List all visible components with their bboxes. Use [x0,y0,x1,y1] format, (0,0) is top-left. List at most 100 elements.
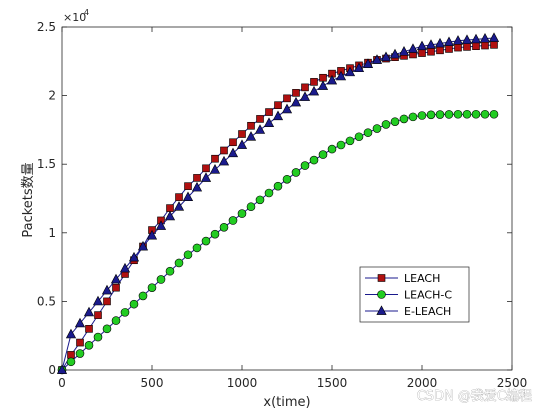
data-point [175,193,183,201]
data-point [362,58,374,68]
data-point [66,357,76,367]
data-point [326,74,338,85]
data-point [345,136,355,146]
legend-marker [377,274,386,282]
data-point [353,62,365,73]
data-point [444,110,454,119]
data-point [211,154,219,163]
data-point [310,78,318,86]
data-point [443,36,455,46]
data-point [138,291,148,301]
data-point [290,96,302,107]
data-point [67,351,75,359]
data-point [156,275,166,284]
y-exponent-label: ×10 [63,11,86,24]
data-point [94,311,102,319]
data-point [436,46,444,55]
data-point [128,251,140,262]
y-exponent-power: 4 [84,8,89,17]
data-point [462,109,472,119]
data-point [425,39,437,49]
data-point [335,70,347,81]
data-point [165,266,175,276]
data-point [407,43,419,53]
data-point [236,139,248,149]
data-point [427,47,435,56]
data-point [472,42,480,51]
data-point [434,37,446,48]
data-point [110,273,122,284]
data-point [488,32,500,42]
y-exponent: ×10 4 [63,8,89,24]
x-tick-label: 1500 [317,376,348,390]
data-point [265,108,273,116]
data-point [300,161,310,170]
legend-item-leach-c: LEACH-C [365,289,452,302]
data-point [398,46,410,56]
legend-marker [376,305,387,315]
data-point [454,43,462,52]
data-point [76,338,84,347]
data-point [93,332,103,342]
data-point [480,109,490,119]
data-point [146,229,158,240]
data-point [471,109,481,119]
x-axis-ticks: 0 500 1000 1500 2000 2500 [58,27,527,390]
data-point [308,85,320,96]
data-point [281,103,293,114]
data-point [210,229,220,239]
y-tick-label: 2.5 [37,20,56,34]
data-point [229,138,237,147]
x-tick-label: 500 [141,376,164,390]
data-point [56,364,68,374]
data-point [84,341,94,350]
series-e-leach [56,32,500,374]
data-point [173,201,185,211]
data-point [380,51,392,62]
data-point [103,297,111,306]
data-point [481,41,489,50]
data-point [461,34,473,44]
data-point [418,49,426,57]
y-tick-label: 1 [48,226,56,240]
data-point [238,130,246,138]
data-point [319,73,327,82]
data-point [65,328,77,339]
data-point [479,33,491,43]
data-point [354,132,364,142]
legend-item-e-leach: E-LEACH [365,305,451,318]
data-point [381,120,391,129]
x-axis-label: x(time) [263,395,310,410]
data-point [453,109,463,119]
data-point [237,209,247,218]
legend-marker [377,290,386,299]
data-point [416,40,428,51]
data-point [92,295,104,306]
data-point [184,182,192,190]
data-point [292,89,300,97]
data-point [336,140,346,150]
data-point [273,181,283,191]
data-point [390,117,400,126]
data-point [74,317,86,328]
data-point [372,124,382,133]
data-point [101,284,113,295]
y-tick-label: 0.5 [37,294,56,308]
data-point [435,110,445,119]
x-tick-label: 1000 [227,376,258,390]
x-tick-label: 0 [58,376,66,390]
data-point [120,308,130,317]
data-point [85,325,93,333]
y-axis-ticks: 0 0.5 1 1.5 2 2.5 [37,20,512,377]
data-point [200,172,212,182]
data-point [129,299,139,309]
data-point [299,91,311,101]
data-point [227,147,239,158]
legend-label: E-LEACH [404,305,451,318]
data-point [317,80,329,90]
legend-label: LEACH [404,272,440,285]
legend: LEACH LEACH-C E-LEACH [359,266,470,323]
csdn-watermark: CSDN @我爱C编程 [417,389,532,404]
data-point [147,283,157,292]
